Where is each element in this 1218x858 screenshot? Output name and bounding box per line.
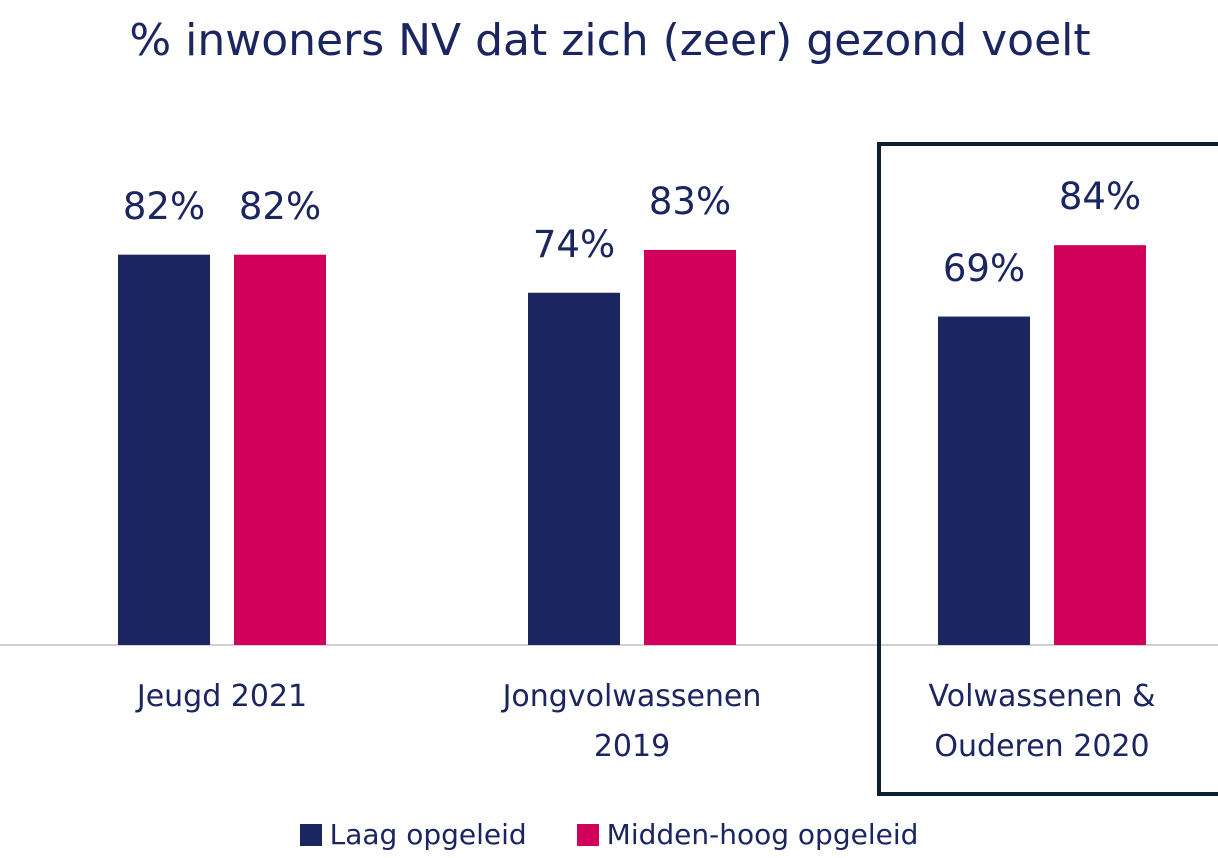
legend-label: Midden-hoog opgeleid	[606, 818, 919, 851]
legend-item: Laag opgeleid	[299, 818, 527, 851]
x-tick-label: Volwassenen & Ouderen 2020	[928, 679, 1156, 764]
data-label: 82%	[122, 184, 206, 228]
data-label: 83%	[648, 179, 732, 223]
legend-label: Laag opgeleid	[329, 818, 527, 851]
bar	[938, 316, 1030, 645]
bar	[118, 254, 210, 645]
highlight-box	[877, 142, 1218, 796]
bar	[234, 254, 326, 645]
bar	[528, 292, 620, 645]
chart-title: % inwoners NV dat zich (zeer) gezond voe…	[129, 15, 1091, 66]
data-label: 69%	[942, 246, 1026, 290]
legend: Laag opgeleid Midden-hoog opgeleid	[0, 818, 1218, 851]
legend-swatch	[299, 823, 322, 846]
data-label: 74%	[532, 222, 616, 266]
x-tick-label: Jongvolwassenen 2019	[502, 679, 762, 764]
legend-item: Midden-hoog opgeleid	[576, 818, 919, 851]
x-tick-label: Jeugd 2021	[136, 679, 308, 714]
legend-swatch	[576, 823, 599, 846]
bar	[1054, 245, 1146, 645]
bar	[644, 249, 736, 646]
data-label: 82%	[238, 184, 322, 228]
data-label: 84%	[1058, 175, 1142, 219]
